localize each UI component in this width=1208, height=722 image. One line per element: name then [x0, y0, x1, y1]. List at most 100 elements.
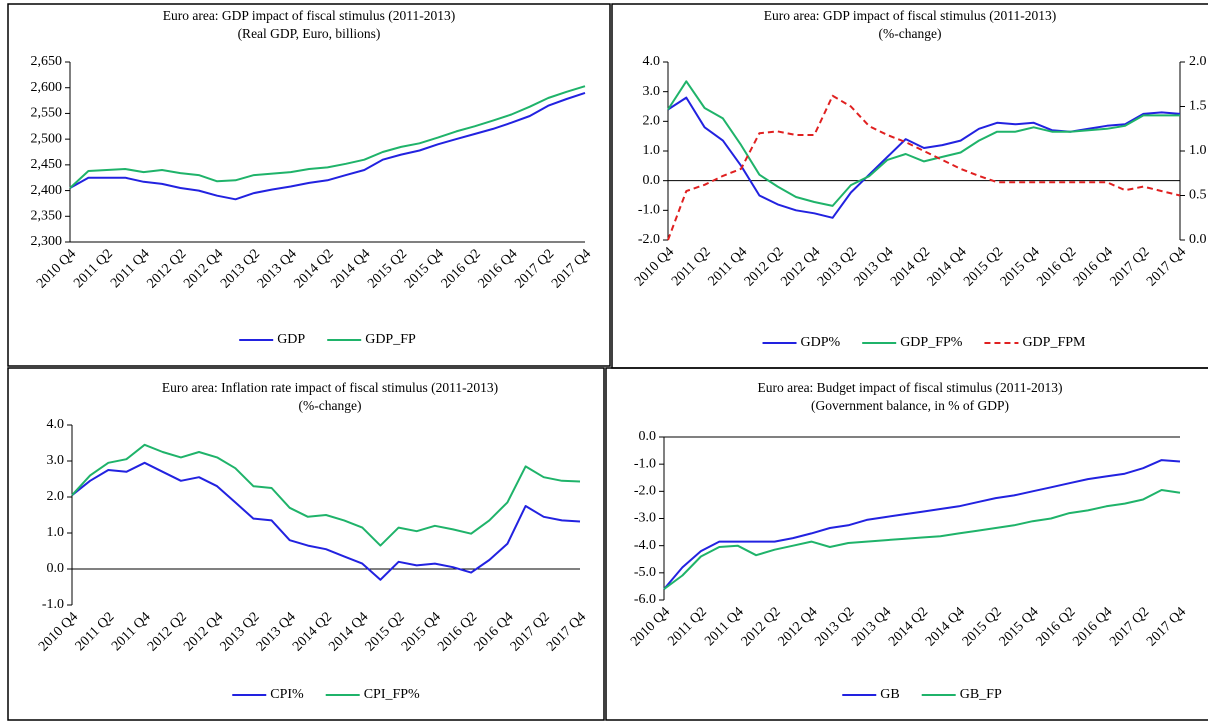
x-tick-label: 2013 Q2 — [218, 246, 263, 291]
x-tick-label: 2016 Q4 — [1070, 604, 1115, 649]
legend-label: GB — [880, 687, 899, 702]
x-tick-label: 2014 Q2 — [888, 244, 933, 289]
x-tick-label: 2016 Q2 — [435, 609, 480, 654]
panel-border — [7, 3, 611, 367]
y-tick-label: -1.0 — [42, 597, 64, 612]
y-tick-label: -5.0 — [634, 565, 656, 580]
x-tick-label: 2015 Q4 — [399, 609, 444, 654]
y-tick-label: 2,650 — [31, 54, 63, 69]
y-tick-label: -4.0 — [634, 538, 656, 553]
x-tick-label: 2013 Q4 — [849, 604, 894, 649]
x-tick-label: 2015 Q4 — [997, 604, 1042, 649]
x-tick-label: 2014 Q2 — [292, 246, 337, 291]
x-tick-label: 2017 Q2 — [1108, 244, 1153, 289]
y2-tick-label: 0.0 — [1189, 232, 1207, 247]
x-tick-label: 2014 Q4 — [925, 244, 970, 289]
x-tick-label: 2012 Q4 — [776, 604, 821, 649]
y-tick-label: 2,600 — [31, 80, 63, 95]
series-line — [663, 489, 1181, 590]
y-tick-label: 1.0 — [643, 143, 661, 158]
x-tick-label: 2017 Q2 — [512, 246, 557, 291]
x-tick-label: 2012 Q2 — [144, 246, 189, 291]
x-tick-label: 2014 Q2 — [290, 609, 335, 654]
x-tick-label: 2011 Q4 — [706, 244, 751, 289]
x-tick-label: 2017 Q4 — [549, 246, 594, 291]
x-tick-label: 2013 Q2 — [218, 609, 263, 654]
x-tick-label: 2010 Q4 — [36, 609, 81, 654]
x-tick-label: 2011 Q2 — [71, 246, 116, 291]
chart-subtitle: (Real GDP, Euro, billions) — [238, 26, 381, 41]
chart-subtitle: (Government balance, in % of GDP) — [811, 398, 1009, 413]
legend-label: GDP_FPM — [1022, 335, 1086, 350]
y-tick-label: 1.0 — [47, 525, 65, 540]
x-tick-label: 2012 Q2 — [742, 244, 787, 289]
panel-border — [7, 367, 605, 721]
x-tick-label: 2012 Q4 — [778, 244, 823, 289]
x-tick-label: 2016 Q4 — [476, 246, 521, 291]
legend-label: GDP — [277, 332, 305, 347]
x-tick-label: 2012 Q4 — [181, 609, 226, 654]
legend-label: GB_FP — [960, 687, 1002, 702]
legend-label: GDP% — [801, 335, 841, 350]
chart-subtitle: (%-change) — [879, 26, 942, 41]
x-tick-label: 2013 Q4 — [254, 609, 299, 654]
x-tick-label: 2017 Q2 — [508, 609, 553, 654]
y-tick-label: -6.0 — [634, 592, 656, 607]
y-tick-label: 2,450 — [31, 157, 63, 172]
y-tick-label: -1.0 — [634, 456, 656, 471]
y2-tick-label: 2.0 — [1189, 54, 1207, 69]
x-tick-label: 2017 Q4 — [1144, 244, 1189, 289]
x-tick-label: 2010 Q4 — [628, 604, 673, 649]
x-tick-label: 2011 Q4 — [108, 246, 153, 291]
y-tick-label: 2.0 — [643, 114, 661, 129]
y-tick-label: 2.0 — [47, 489, 65, 504]
x-tick-label: 2012 Q2 — [739, 604, 784, 649]
x-tick-label: 2013 Q4 — [255, 246, 300, 291]
x-tick-label: 2010 Q4 — [34, 246, 79, 291]
y-tick-label: -2.0 — [634, 484, 656, 499]
y-tick-label: 0.0 — [47, 561, 65, 576]
x-tick-label: 2016 Q2 — [439, 246, 484, 291]
y-tick-label: 0.0 — [643, 173, 661, 188]
series-line — [69, 91, 586, 201]
x-tick-label: 2013 Q2 — [812, 604, 857, 649]
series-line — [667, 80, 1180, 207]
y-tick-label: -1.0 — [638, 203, 660, 218]
x-tick-label: 2015 Q2 — [363, 609, 408, 654]
x-tick-label: 2010 Q4 — [632, 244, 677, 289]
x-tick-label: 2012 Q4 — [181, 246, 226, 291]
legend-label: GDP_FP — [365, 332, 416, 347]
series-line — [69, 85, 586, 189]
y2-tick-label: 1.5 — [1189, 99, 1207, 114]
y-tick-label: 3.0 — [643, 84, 661, 99]
x-tick-label: 2015 Q4 — [402, 246, 447, 291]
y-tick-label: 2,500 — [31, 131, 63, 146]
legend-label: CPI_FP% — [364, 687, 420, 702]
x-tick-label: 2016 Q2 — [1034, 244, 1079, 289]
x-tick-label: 2016 Q4 — [1071, 244, 1116, 289]
x-tick-label: 2013 Q2 — [815, 244, 860, 289]
panel-border — [605, 367, 1208, 721]
y-tick-label: 2,550 — [31, 106, 63, 121]
x-tick-label: 2017 Q2 — [1107, 604, 1152, 649]
y-tick-label: 2,400 — [31, 183, 63, 198]
y-tick-label: -3.0 — [634, 511, 656, 526]
y-tick-label: 2,300 — [31, 234, 63, 249]
chart-title: Euro area: Budget impact of fiscal stimu… — [757, 380, 1062, 395]
panel-border — [611, 3, 1208, 369]
x-tick-label: 2017 Q4 — [1144, 604, 1189, 649]
y-tick-label: -2.0 — [638, 232, 660, 247]
x-tick-label: 2014 Q4 — [923, 604, 968, 649]
x-tick-label: 2016 Q2 — [1034, 604, 1079, 649]
y2-tick-label: 0.5 — [1189, 188, 1207, 203]
x-tick-label: 2014 Q4 — [328, 246, 373, 291]
x-tick-label: 2016 Q4 — [472, 609, 517, 654]
x-tick-label: 2015 Q2 — [961, 244, 1006, 289]
x-tick-label: 2014 Q2 — [886, 604, 931, 649]
x-tick-label: 2015 Q4 — [998, 244, 1043, 289]
y-tick-label: 2,350 — [31, 209, 63, 224]
legend-label: CPI% — [270, 687, 304, 702]
x-tick-label: 2013 Q4 — [852, 244, 897, 289]
legend-label: GDP_FP% — [900, 335, 963, 350]
